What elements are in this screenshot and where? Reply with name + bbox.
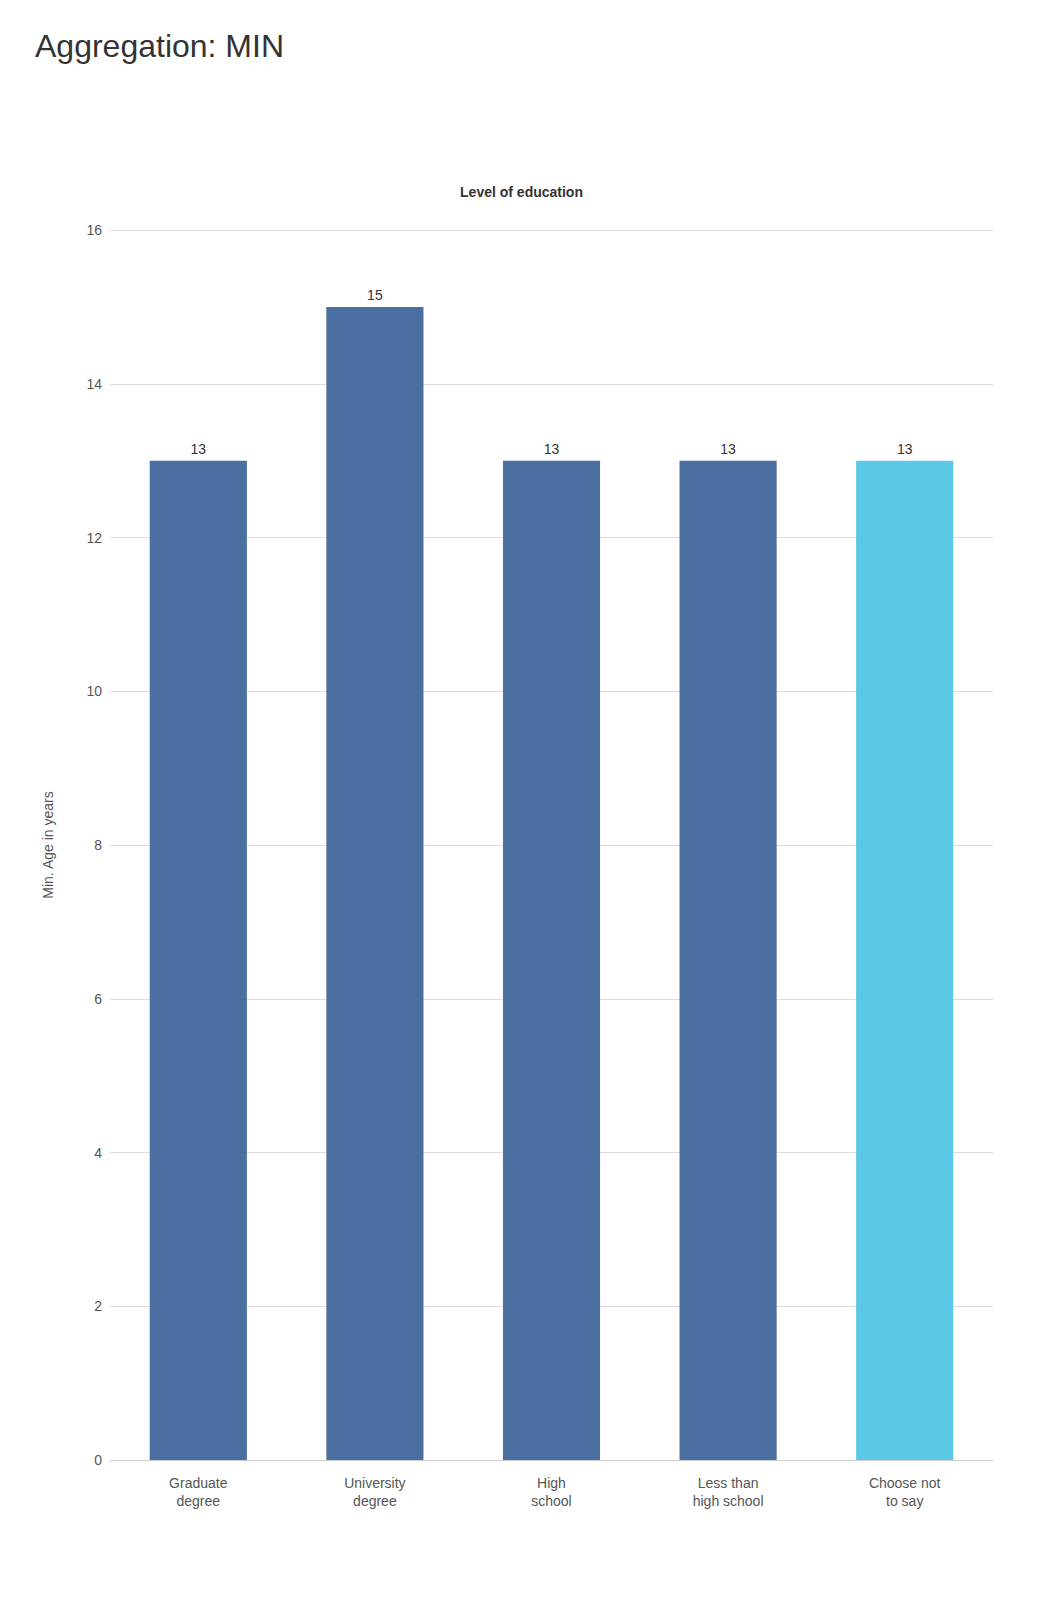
svg-text:Choose not: Choose not: [869, 1475, 941, 1491]
svg-text:4: 4: [94, 1145, 102, 1161]
svg-text:degree: degree: [353, 1493, 397, 1509]
svg-text:Min. Age in years: Min. Age in years: [40, 791, 56, 898]
svg-text:6: 6: [94, 991, 102, 1007]
svg-text:10: 10: [86, 683, 102, 699]
svg-text:Level of education: Level of education: [460, 184, 583, 200]
svg-text:degree: degree: [177, 1493, 221, 1509]
svg-text:0: 0: [94, 1452, 102, 1468]
svg-text:16: 16: [86, 222, 102, 238]
svg-text:High: High: [537, 1475, 566, 1491]
svg-text:13: 13: [191, 441, 207, 457]
svg-text:13: 13: [544, 441, 560, 457]
svg-text:to say: to say: [886, 1493, 923, 1509]
svg-text:University: University: [344, 1475, 405, 1491]
svg-text:12: 12: [86, 530, 102, 546]
svg-text:Less than: Less than: [698, 1475, 759, 1491]
svg-text:14: 14: [86, 376, 102, 392]
svg-text:8: 8: [94, 837, 102, 853]
svg-text:13: 13: [897, 441, 913, 457]
svg-text:high school: high school: [693, 1493, 764, 1509]
svg-text:13: 13: [720, 441, 736, 457]
svg-text:2: 2: [94, 1298, 102, 1314]
svg-text:Aggregation: MIN: Aggregation: MIN: [35, 28, 284, 64]
svg-text:school: school: [531, 1493, 571, 1509]
svg-text:15: 15: [367, 287, 383, 303]
svg-text:Graduate: Graduate: [169, 1475, 228, 1491]
